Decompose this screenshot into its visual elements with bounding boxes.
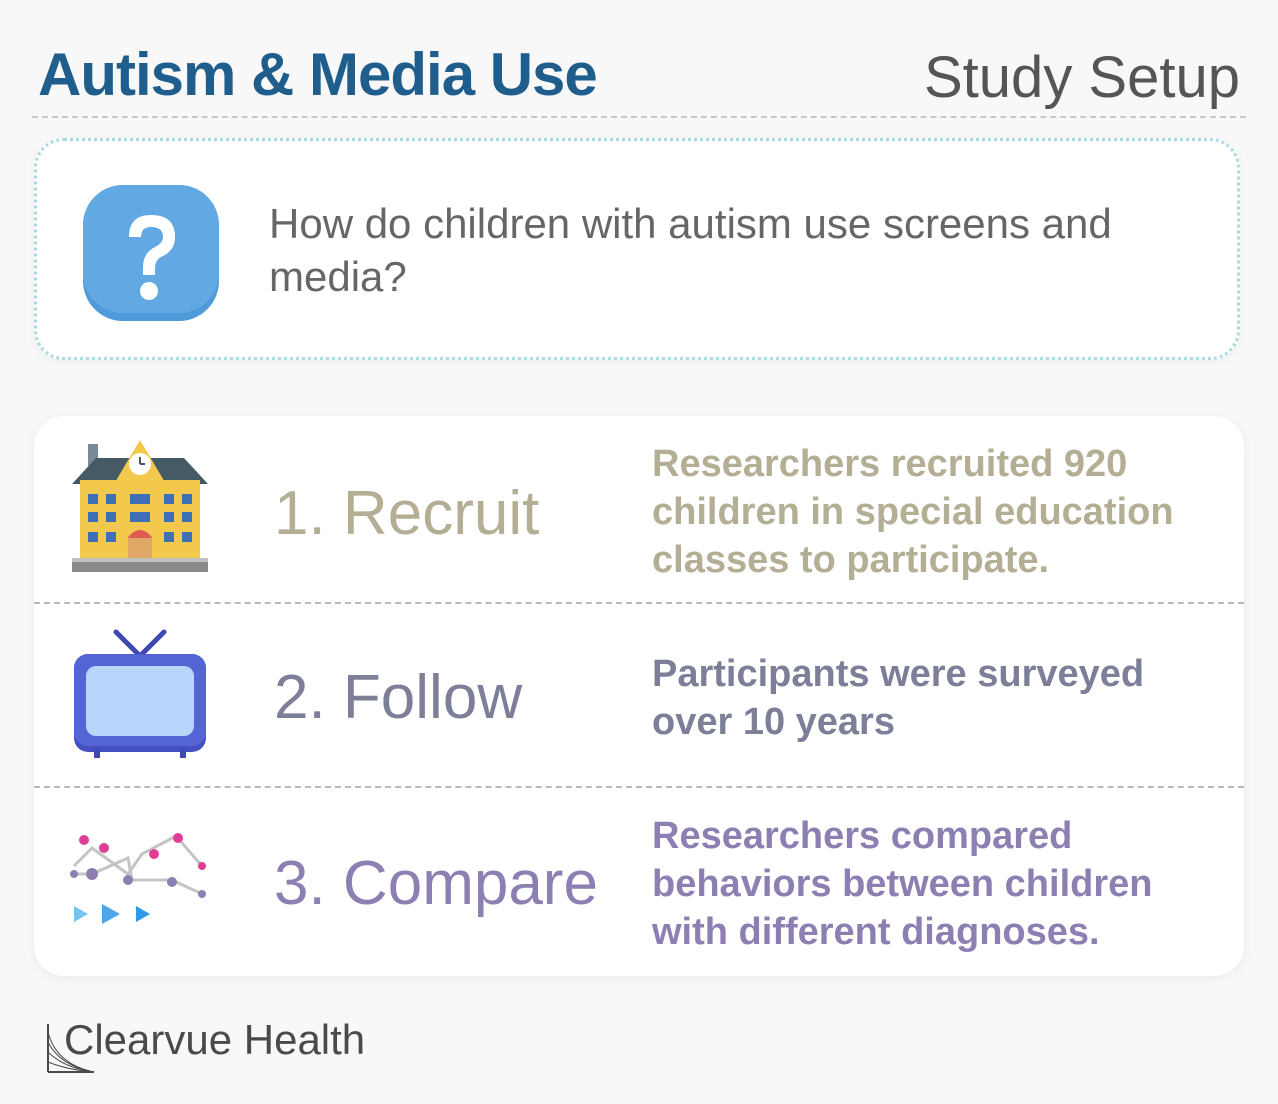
step-compare: 3. Compare Researchers compared behavior… [34,788,1244,976]
page-subtitle: Study Setup [924,45,1240,110]
brand-logo-icon [47,1024,95,1073]
television-icon [74,629,206,758]
steps-card: 1. Recruit Researchers recruited 920 chi… [34,416,1244,976]
step-follow: 2. Follow Participants were surveyed ove… [34,604,1244,788]
step-description: Researchers compared behaviors between c… [652,815,1153,953]
step-description: Participants were surveyed over 10 years [652,653,1145,743]
line-graph-icon [70,833,206,924]
question-mark-icon [83,185,219,321]
question-card: How do children with autism use screens … [34,138,1240,360]
step-label: 1. Recruit [274,479,540,548]
step-label: 3. Compare [274,849,598,918]
step-description: Researchers recruited 920 children in sp… [652,443,1174,581]
brand-name: Clearvue Health [64,1016,366,1063]
school-building-icon [72,440,208,572]
page-title: Autism & Media Use [38,41,598,108]
step-label: 2. Follow [274,663,523,732]
question-text: How do children with autism use screens … [269,200,1112,300]
step-recruit: 1. Recruit Researchers recruited 920 chi… [34,416,1244,604]
header-divider [32,116,1246,118]
footer-brand: Clearvue Health [46,1016,446,1076]
